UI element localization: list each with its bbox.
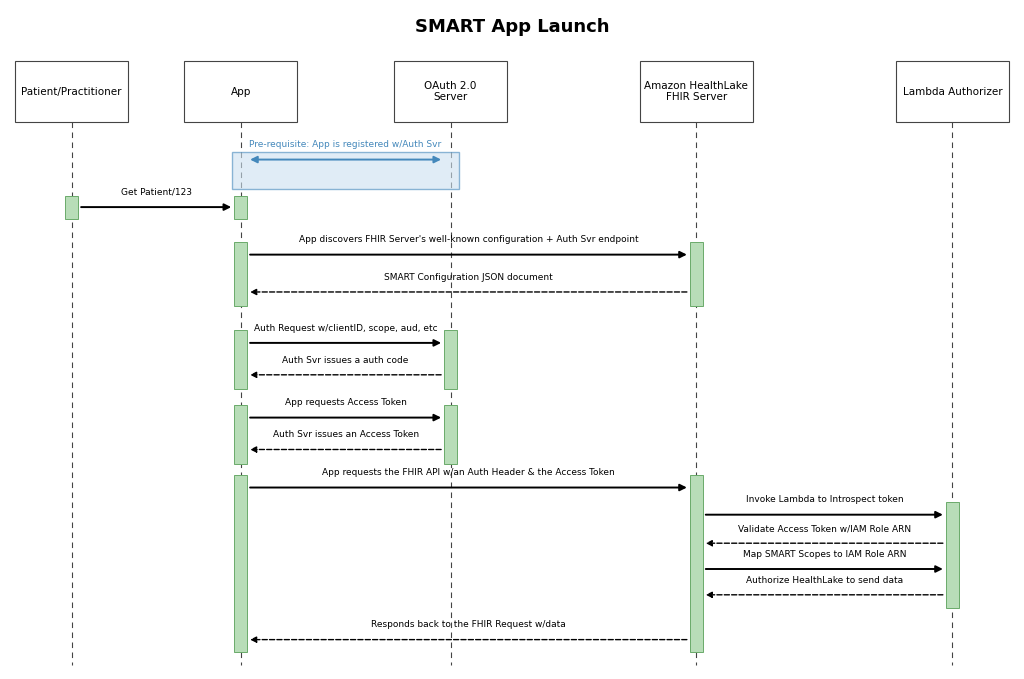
FancyBboxPatch shape	[15, 61, 128, 122]
Text: Auth Svr issues a auth code: Auth Svr issues a auth code	[283, 356, 409, 365]
FancyBboxPatch shape	[690, 475, 703, 652]
FancyBboxPatch shape	[233, 405, 248, 464]
Text: SMART Configuration JSON document: SMART Configuration JSON document	[384, 273, 553, 282]
Text: Validate Access Token w/IAM Role ARN: Validate Access Token w/IAM Role ARN	[737, 524, 911, 533]
Text: Map SMART Scopes to IAM Role ARN: Map SMART Scopes to IAM Role ARN	[742, 550, 906, 559]
Text: Invoke Lambda to Introspect token: Invoke Lambda to Introspect token	[745, 496, 903, 504]
FancyBboxPatch shape	[233, 330, 248, 389]
FancyBboxPatch shape	[232, 152, 459, 189]
FancyBboxPatch shape	[946, 502, 959, 608]
Text: Pre-requisite: App is registered w/Auth Svr: Pre-requisite: App is registered w/Auth …	[250, 141, 441, 149]
Text: Patient/Practitioner: Patient/Practitioner	[22, 87, 122, 96]
Text: Responds back to the FHIR Request w/data: Responds back to the FHIR Request w/data	[371, 621, 566, 629]
Text: SMART App Launch: SMART App Launch	[415, 18, 609, 36]
Text: App: App	[230, 87, 251, 96]
Text: Authorize HealthLake to send data: Authorize HealthLake to send data	[745, 576, 903, 585]
Text: Auth Request w/clientID, scope, aud, etc: Auth Request w/clientID, scope, aud, etc	[254, 324, 437, 333]
FancyBboxPatch shape	[184, 61, 297, 122]
Text: Get Patient/123: Get Patient/123	[121, 188, 191, 197]
FancyBboxPatch shape	[444, 330, 457, 389]
Text: Lambda Authorizer: Lambda Authorizer	[902, 87, 1002, 96]
Text: App requests Access Token: App requests Access Token	[285, 399, 407, 407]
Text: Amazon HealthLake
FHIR Server: Amazon HealthLake FHIR Server	[644, 81, 749, 103]
Text: App discovers FHIR Server's well-known configuration + Auth Svr endpoint: App discovers FHIR Server's well-known c…	[299, 236, 638, 244]
Text: Auth Svr issues an Access Token: Auth Svr issues an Access Token	[272, 430, 419, 439]
FancyBboxPatch shape	[233, 242, 248, 306]
FancyBboxPatch shape	[690, 242, 703, 306]
FancyBboxPatch shape	[640, 61, 753, 122]
Text: OAuth 2.0
Server: OAuth 2.0 Server	[424, 81, 477, 103]
FancyBboxPatch shape	[896, 61, 1009, 122]
FancyBboxPatch shape	[233, 196, 248, 219]
FancyBboxPatch shape	[394, 61, 507, 122]
FancyBboxPatch shape	[444, 405, 457, 464]
FancyBboxPatch shape	[66, 196, 78, 219]
Text: App requests the FHIR API w/an Auth Header & the Access Token: App requests the FHIR API w/an Auth Head…	[323, 469, 614, 477]
FancyBboxPatch shape	[233, 475, 248, 652]
